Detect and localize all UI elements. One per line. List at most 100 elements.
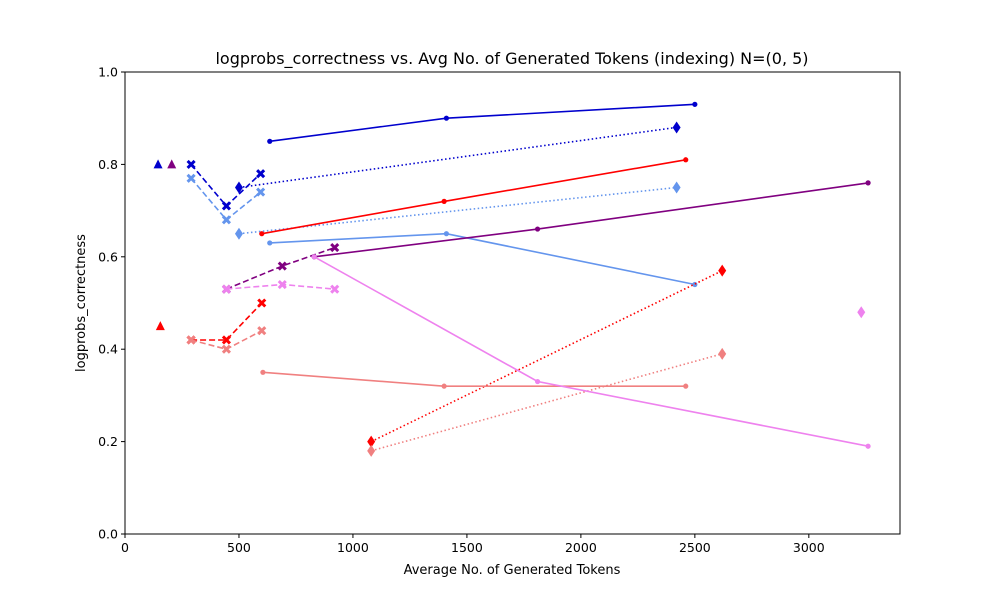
series-4	[153, 159, 163, 169]
series-line	[269, 232, 696, 286]
chart-title: logprobs_correctness vs. Avg No. of Gene…	[215, 49, 808, 69]
series-17	[186, 326, 267, 354]
data-point-x	[221, 284, 231, 294]
data-point-triangle	[167, 159, 177, 169]
plot-frame	[124, 71, 901, 535]
series-2	[234, 121, 681, 194]
y-axis: 0.0 0.2 0.4 0.6 0.8 1.0	[98, 65, 125, 542]
series-5	[267, 231, 698, 288]
data-point-diamond	[234, 227, 243, 240]
y-tick-label: 0.2	[98, 434, 118, 449]
series-11	[367, 264, 727, 448]
x-tick-label: 2000	[565, 540, 597, 555]
data-point-triangle	[155, 321, 165, 331]
data-point-x	[257, 326, 267, 336]
data-point	[692, 281, 698, 288]
x-tick-label: 0	[121, 540, 129, 555]
y-tick-label: 0.6	[98, 249, 118, 264]
data-point-x	[330, 284, 340, 294]
data-point-x	[221, 335, 231, 345]
data-point	[865, 180, 871, 186]
series-22	[221, 279, 340, 294]
data-point	[441, 383, 447, 389]
data-point-diamond	[234, 181, 243, 194]
x-axis-label: Average No. of Generated Tokens	[404, 563, 621, 578]
series-line	[269, 103, 695, 143]
data-point	[260, 369, 266, 375]
series-9	[259, 157, 689, 237]
data-point-x	[277, 261, 287, 271]
data-point	[267, 240, 273, 246]
data-point-x	[256, 169, 266, 179]
x-tick-label: 500	[227, 540, 251, 555]
y-tick-label: 0.0	[98, 527, 118, 542]
series-0	[267, 101, 698, 144]
x-tick-label: 1000	[337, 540, 369, 555]
plot-area	[153, 101, 871, 457]
series-23	[857, 306, 866, 319]
data-point-x	[330, 242, 340, 253]
x-tick-label: 1500	[451, 540, 483, 555]
series-14	[260, 369, 689, 389]
series-13	[155, 321, 165, 331]
series-1	[236, 124, 680, 191]
data-point-diamond	[367, 444, 376, 457]
data-point	[683, 157, 689, 163]
data-point	[311, 254, 317, 260]
data-point	[692, 101, 698, 107]
data-point	[683, 383, 689, 389]
data-point-x	[256, 187, 266, 197]
series-line	[370, 269, 723, 443]
series-15	[368, 351, 725, 454]
series-line	[262, 371, 686, 388]
data-point	[443, 115, 449, 121]
data-point-x	[186, 173, 196, 183]
data-point-diamond	[718, 264, 727, 277]
data-point-x	[186, 335, 196, 345]
data-point	[441, 198, 447, 204]
series-18	[311, 180, 871, 260]
data-point-x	[221, 215, 231, 225]
data-point-x	[277, 279, 287, 290]
series-7	[234, 181, 681, 240]
data-point-x	[221, 344, 231, 354]
series-line	[370, 353, 723, 452]
data-point-diamond	[672, 121, 681, 134]
series-line	[313, 256, 869, 447]
series-8	[186, 173, 266, 225]
series-3	[186, 159, 266, 211]
y-axis-label: logprobs_correctness	[74, 234, 89, 372]
x-axis: 0 500 1000 1500 2000 2500 3000	[121, 534, 825, 555]
series-21	[311, 254, 871, 449]
series-line	[261, 159, 686, 235]
series-line	[314, 182, 869, 258]
data-point-x	[221, 201, 231, 211]
data-point	[865, 443, 871, 449]
data-point-diamond	[672, 181, 681, 194]
data-point-diamond	[718, 347, 727, 360]
data-point-triangle	[153, 159, 163, 169]
series-16	[367, 347, 727, 457]
x-tick-label: 3000	[793, 540, 825, 555]
data-point	[259, 231, 265, 237]
data-point-x	[186, 159, 196, 169]
y-tick-label: 1.0	[98, 65, 118, 80]
series-6	[236, 184, 680, 237]
data-point-diamond	[857, 306, 866, 319]
series-line	[191, 302, 263, 341]
series-10	[368, 268, 725, 445]
y-tick-label: 0.8	[98, 157, 118, 172]
data-point	[443, 231, 449, 237]
y-tick-label: 0.4	[98, 342, 118, 357]
series-line	[226, 246, 335, 290]
data-point	[534, 378, 541, 385]
series-line	[238, 186, 677, 235]
series-12	[186, 298, 267, 345]
x-tick-label: 2500	[679, 540, 711, 555]
data-point-x	[257, 298, 267, 308]
series-line	[238, 126, 677, 189]
data-point-diamond	[367, 435, 376, 448]
data-point	[534, 226, 541, 232]
series-20	[167, 159, 177, 169]
